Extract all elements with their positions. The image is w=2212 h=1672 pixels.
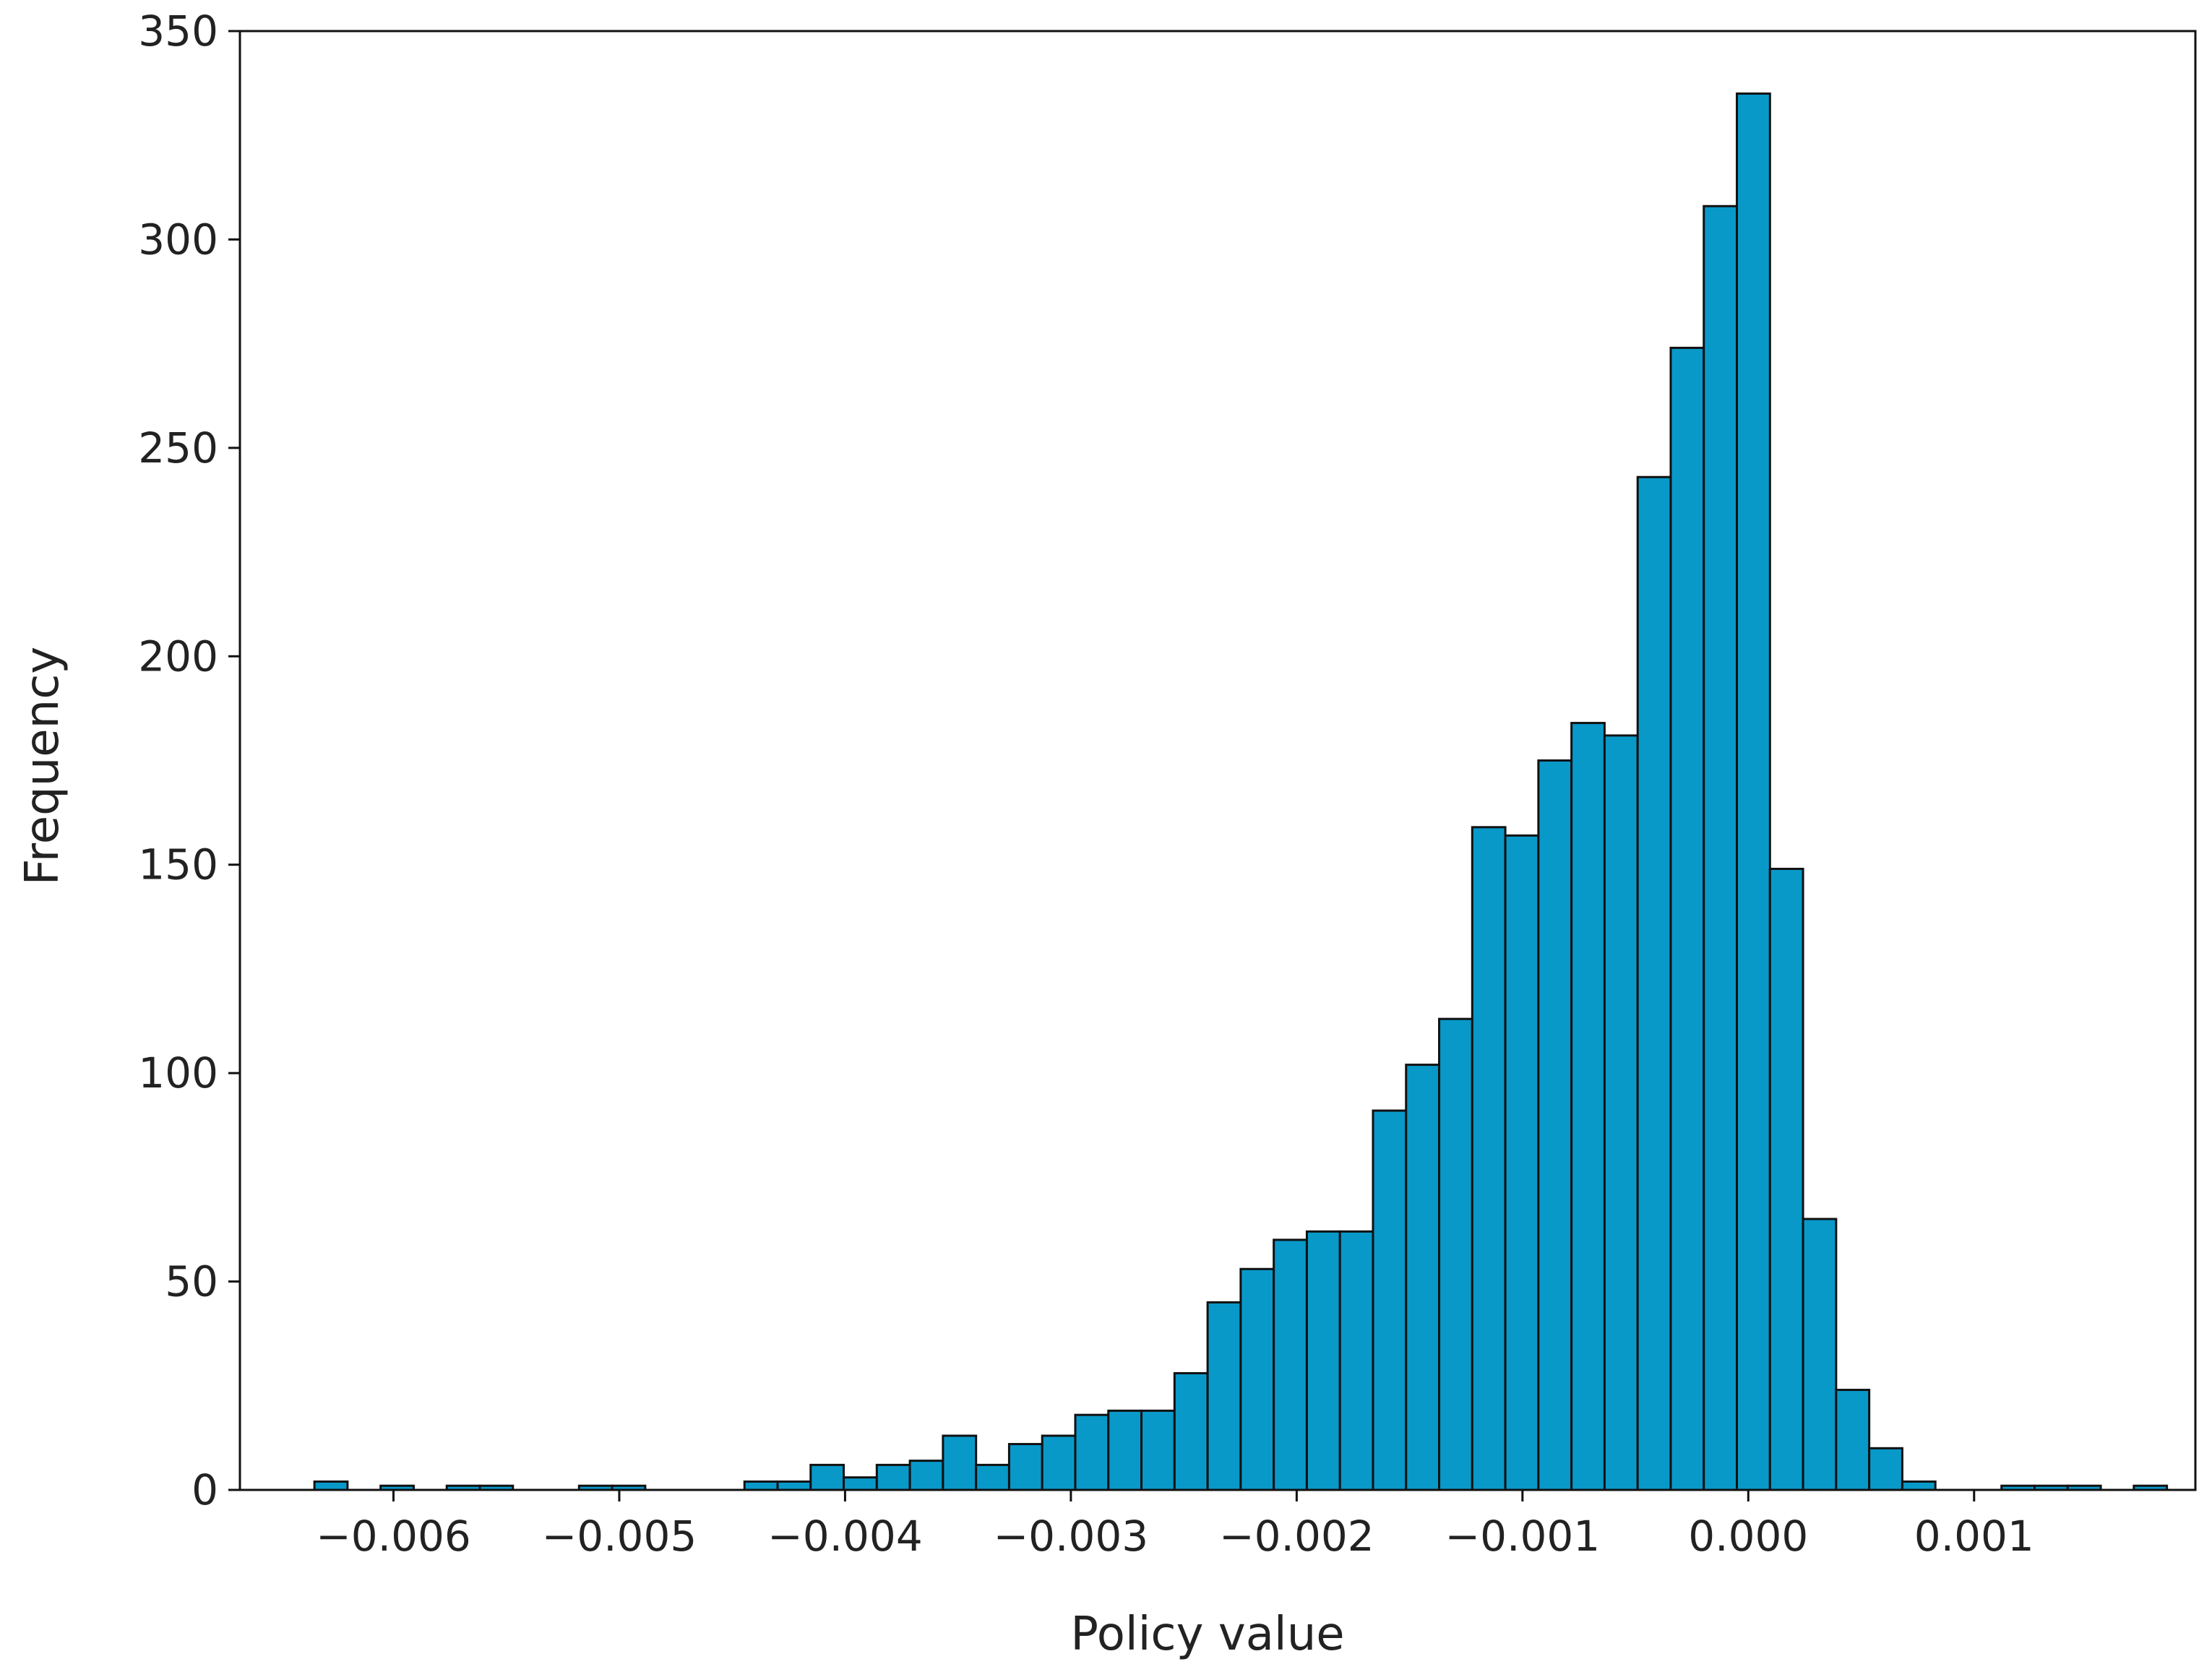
histogram-bar (1901, 1480, 1937, 1491)
histogram-bar (843, 1476, 878, 1491)
x-tick-label: −0.002 (1219, 1512, 1374, 1561)
y-tick-label: 200 (138, 632, 218, 681)
histogram-bar (1504, 834, 1540, 1491)
histogram-bar (1603, 734, 1639, 1491)
histogram-bar (1405, 1064, 1441, 1491)
plot-frame (238, 30, 2197, 1491)
histogram-bar (1703, 204, 1739, 1491)
histogram-bar (1273, 1238, 1308, 1491)
y-axis: 0 50 100 150 200 250 300 350 (138, 7, 240, 1514)
histogram-bar (1338, 1230, 1374, 1491)
y-tick-label: 350 (138, 7, 218, 56)
histogram-bar (1438, 1017, 1473, 1491)
histogram-bar (1206, 1301, 1242, 1491)
histogram-bar (908, 1460, 944, 1491)
y-tick-label: 250 (138, 423, 218, 473)
histogram-bar (1007, 1443, 1043, 1491)
histogram-bar (1107, 1409, 1143, 1491)
histogram-bar (1305, 1230, 1341, 1491)
y-axis-label: Frequency (16, 647, 69, 886)
histogram-bar (942, 1434, 978, 1491)
histogram-bar (1471, 826, 1507, 1491)
x-tick-label: 0.001 (1914, 1512, 2034, 1561)
x-tick-label: −0.003 (994, 1512, 1149, 1561)
y-tick-label: 0 (191, 1465, 218, 1514)
histogram-bar (1768, 867, 1804, 1491)
histogram-bar (1372, 1109, 1408, 1491)
histogram-bar (1636, 475, 1672, 1491)
histogram-bar (1570, 722, 1606, 1491)
x-axis-label: Policy value (1070, 1608, 1344, 1661)
histogram-bar (1802, 1218, 1838, 1491)
x-tick-label: −0.004 (767, 1512, 923, 1561)
y-tick-label: 100 (138, 1048, 218, 1098)
x-tick-label: 0.000 (1688, 1512, 1808, 1561)
y-tick-label: 300 (138, 215, 218, 264)
y-tick-label: 150 (138, 840, 218, 889)
histogram-bar (809, 1463, 845, 1491)
y-tick-label: 50 (165, 1257, 218, 1306)
histogram-bar (1669, 346, 1705, 1491)
histogram-bar (1140, 1409, 1176, 1491)
histogram-bar (1835, 1389, 1871, 1491)
histogram-bar (1041, 1434, 1077, 1491)
histogram-bar (1736, 92, 1771, 1491)
histogram-bar (743, 1480, 779, 1491)
x-tick-label: −0.006 (316, 1512, 471, 1561)
histogram-bar (875, 1463, 911, 1491)
histogram-bar (776, 1480, 812, 1491)
histogram-bar (1239, 1267, 1275, 1491)
histogram-bar (1173, 1371, 1209, 1491)
histogram-bars (313, 92, 2169, 1491)
x-axis: −0.006 −0.005 −0.004 −0.003 −0.002 −0.001 0.00… (316, 1490, 2034, 1561)
x-tick-label: −0.001 (1445, 1512, 1601, 1561)
histogram-bar (1537, 759, 1573, 1491)
histogram-bar (1074, 1413, 1110, 1491)
x-tick-label: −0.005 (542, 1512, 697, 1561)
histogram-bar (313, 1480, 349, 1491)
histogram-bar (975, 1463, 1010, 1491)
histogram-bar (1868, 1447, 1903, 1491)
